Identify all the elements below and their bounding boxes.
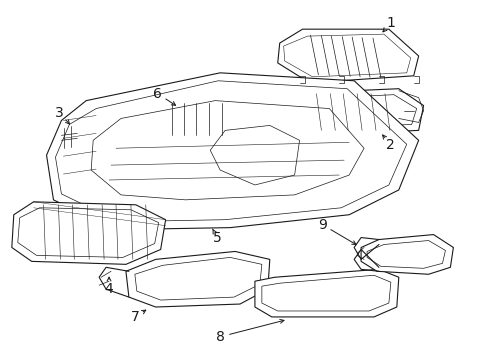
Polygon shape <box>283 34 410 77</box>
Polygon shape <box>12 202 165 264</box>
Bar <box>321 287 337 297</box>
Bar <box>147 170 163 180</box>
Bar <box>296 287 312 297</box>
Text: 8: 8 <box>215 330 224 344</box>
Text: 1: 1 <box>386 16 394 30</box>
Bar <box>321 160 337 170</box>
Polygon shape <box>366 240 445 268</box>
Polygon shape <box>55 81 406 222</box>
Text: 4: 4 <box>104 282 113 296</box>
Polygon shape <box>46 73 418 230</box>
Polygon shape <box>135 257 262 300</box>
Text: 5: 5 <box>212 230 221 244</box>
Polygon shape <box>155 100 235 138</box>
Polygon shape <box>262 275 390 311</box>
Polygon shape <box>254 269 398 317</box>
Polygon shape <box>18 208 158 257</box>
Polygon shape <box>210 125 299 185</box>
Text: 6: 6 <box>153 87 162 101</box>
Polygon shape <box>91 100 364 200</box>
Polygon shape <box>56 125 81 148</box>
Text: 3: 3 <box>55 105 63 120</box>
Polygon shape <box>281 89 423 135</box>
Polygon shape <box>287 95 416 129</box>
Text: 9: 9 <box>317 218 326 231</box>
Polygon shape <box>277 29 418 83</box>
Polygon shape <box>360 235 452 274</box>
Bar <box>346 287 361 297</box>
Polygon shape <box>126 251 269 307</box>
Text: 7: 7 <box>130 310 139 324</box>
Text: 2: 2 <box>386 138 394 152</box>
